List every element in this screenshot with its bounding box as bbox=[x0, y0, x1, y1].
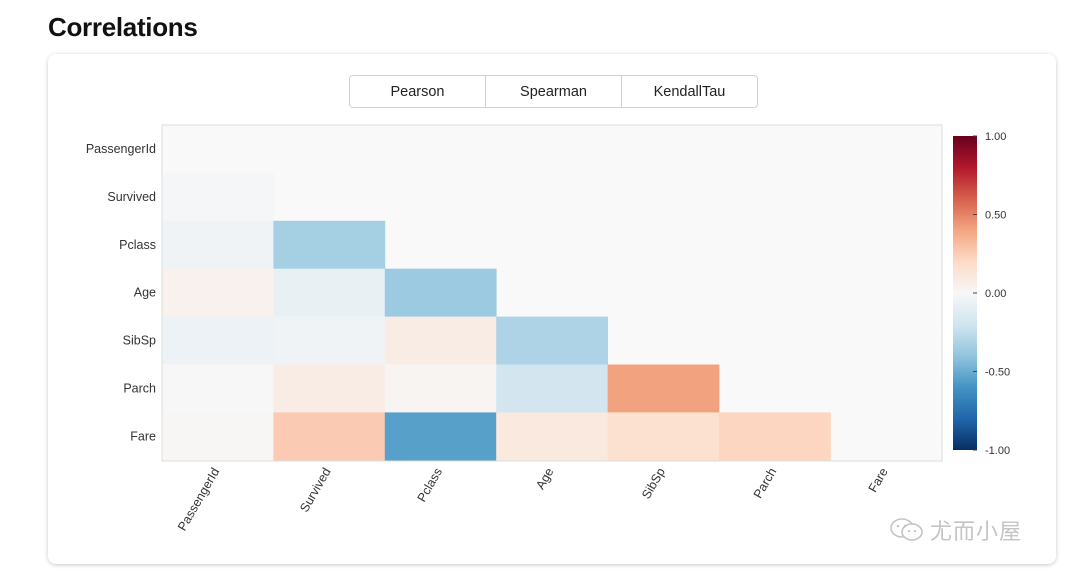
y-tick-label: PassengerId bbox=[86, 142, 156, 156]
colorbar-tick-label: -0.50 bbox=[985, 367, 1010, 379]
heatmap-frame bbox=[161, 124, 943, 462]
tab-kendalltau[interactable]: KendallTau bbox=[622, 76, 757, 107]
heatmap-cell-sibsp-pclass[interactable] bbox=[384, 316, 497, 365]
heatmap-cell-parch-age[interactable] bbox=[496, 364, 608, 413]
heatmap-cell-fare-survived[interactable] bbox=[273, 412, 386, 461]
heatmap-cell-pclass-passengerid[interactable] bbox=[162, 220, 274, 270]
correlation-method-tabs: Pearson Spearman KendallTau bbox=[349, 75, 758, 108]
heatmap-cell-age-survived[interactable] bbox=[273, 268, 386, 317]
tab-pearson[interactable]: Pearson bbox=[350, 76, 486, 107]
y-tick-label: Age bbox=[134, 286, 156, 300]
heatmap-cell-fare-age[interactable] bbox=[496, 412, 608, 461]
heatmap-cell-sibsp-survived[interactable] bbox=[273, 316, 386, 365]
heatmap-cells bbox=[162, 125, 942, 461]
heatmap-cell-age-passengerid[interactable] bbox=[162, 268, 274, 317]
heatmap-cell-parch-survived[interactable] bbox=[273, 364, 386, 413]
y-tick-label: Survived bbox=[107, 190, 156, 204]
x-axis-labels: PassengerId Survived Pclass Age SibSp Parch Fa… bbox=[175, 465, 891, 533]
x-tick-label: Age bbox=[533, 465, 556, 491]
x-tick-label: SibSp bbox=[639, 465, 668, 501]
colorbar-tick-label: 0.50 bbox=[985, 210, 1006, 222]
heatmap-cell-parch-passengerid[interactable] bbox=[162, 364, 274, 413]
heatmap-cell-sibsp-age[interactable] bbox=[496, 316, 608, 365]
heatmap-cell-sibsp-passengerid[interactable] bbox=[162, 316, 274, 365]
wechat-icon bbox=[890, 518, 923, 541]
page-title: Correlations bbox=[48, 12, 198, 42]
watermark: 尤而小屋 bbox=[890, 514, 1022, 546]
correlations-card: Pearson Spearman KendallTau PassengerId S… bbox=[48, 54, 1056, 564]
tab-spearman[interactable]: Spearman bbox=[486, 76, 622, 107]
x-tick-label: Pclass bbox=[415, 466, 446, 505]
colorbar-tick-label: -1.00 bbox=[985, 445, 1010, 457]
correlation-heatmap: PassengerId Survived Pclass Age SibSp Parch Fa… bbox=[86, 124, 1010, 533]
x-tick-label: PassengerId bbox=[175, 465, 222, 533]
heatmap-cell-fare-sibsp[interactable] bbox=[607, 412, 720, 461]
y-tick-label: SibSp bbox=[123, 334, 156, 348]
heatmap-cell-parch-sibsp[interactable] bbox=[607, 364, 720, 413]
heatmap-cell-fare-passengerid[interactable] bbox=[162, 412, 274, 461]
x-tick-label: Fare bbox=[866, 465, 891, 494]
heatmap-cell-fare-pclass[interactable] bbox=[384, 412, 497, 461]
y-tick-label: Parch bbox=[123, 381, 156, 395]
x-tick-label: Parch bbox=[751, 465, 779, 500]
y-tick-label: Pclass bbox=[119, 238, 156, 252]
watermark-text: 尤而小屋 bbox=[929, 520, 1022, 545]
heatmap-cell-survived-passengerid[interactable] bbox=[162, 172, 274, 222]
y-axis-labels: PassengerId Survived Pclass Age SibSp Parch Fa… bbox=[86, 142, 156, 443]
y-tick-label: Fare bbox=[130, 429, 156, 443]
heatmap-cell-parch-pclass[interactable] bbox=[384, 364, 497, 413]
heatmap-cell-age-pclass[interactable] bbox=[384, 268, 497, 317]
x-tick-label: Survived bbox=[297, 465, 333, 514]
heatmap-cell-fare-parch[interactable] bbox=[719, 412, 831, 461]
heatmap-cell-pclass-survived[interactable] bbox=[273, 220, 386, 270]
colorbar-tick-label: 0.00 bbox=[985, 288, 1006, 300]
colorbar-tick-label: 1.00 bbox=[985, 131, 1006, 143]
colorbar: 1.00 0.50 0.00 -0.50 -1.00 bbox=[953, 131, 1010, 457]
